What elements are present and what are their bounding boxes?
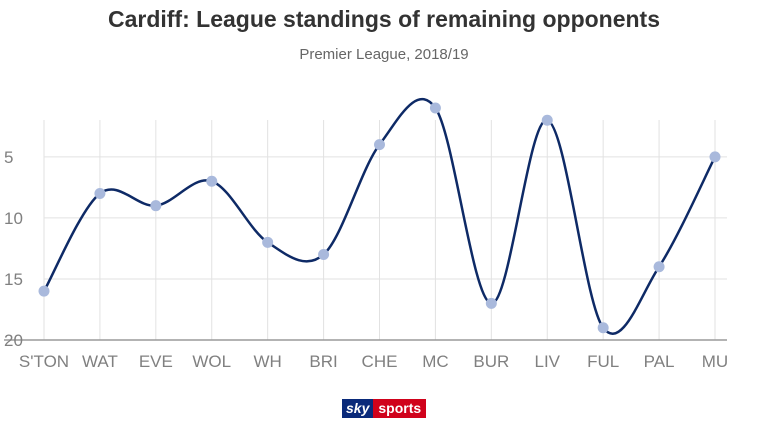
x-tick-label: CHE bbox=[362, 352, 398, 371]
x-tick-label: BRI bbox=[309, 352, 337, 371]
data-point bbox=[318, 249, 330, 261]
logo-sky: sky bbox=[342, 399, 374, 418]
data-point bbox=[94, 187, 106, 199]
grid bbox=[43, 120, 727, 340]
x-tick-label: LIV bbox=[534, 352, 560, 371]
data-point bbox=[597, 322, 609, 334]
chart-subtitle: Premier League, 2018/19 bbox=[299, 46, 469, 63]
x-tick-label: MU bbox=[702, 352, 728, 371]
x-tick-label: WAT bbox=[82, 352, 118, 371]
chart-title: Cardiff: League standings of remaining o… bbox=[107, 6, 661, 32]
data-point bbox=[709, 151, 721, 163]
data-point bbox=[262, 236, 274, 248]
data-point bbox=[485, 297, 497, 309]
x-tick-label: WOL bbox=[192, 352, 231, 371]
data-points bbox=[38, 102, 721, 334]
data-point bbox=[38, 285, 50, 297]
y-tick-label: 15 bbox=[4, 270, 23, 289]
data-point bbox=[541, 114, 553, 126]
y-tick-label: 10 bbox=[4, 209, 23, 228]
x-tick-label: EVE bbox=[139, 352, 173, 371]
data-point bbox=[374, 139, 385, 151]
logo-sports: sports bbox=[373, 399, 427, 418]
x-tick-label: FUL bbox=[587, 352, 619, 371]
data-point bbox=[206, 175, 218, 187]
y-tick-label: 5 bbox=[4, 148, 13, 167]
x-tick-label: BUR bbox=[473, 352, 509, 371]
tick-labels: 5 10 15 20 S'TON WAT EVE WOL WH BRI CHE MC BUR LIV FUL… bbox=[4, 148, 728, 371]
x-tick-label: WH bbox=[254, 352, 282, 371]
data-point bbox=[150, 200, 162, 212]
x-tick-label: MC bbox=[422, 352, 448, 371]
data-point bbox=[429, 102, 441, 114]
x-tick-label: PAL bbox=[644, 352, 675, 371]
data-point bbox=[653, 261, 665, 273]
sky-sports-logo: sky sports bbox=[342, 399, 427, 418]
x-tick-label: S'TON bbox=[19, 352, 69, 371]
y-tick-label: 20 bbox=[4, 331, 23, 350]
